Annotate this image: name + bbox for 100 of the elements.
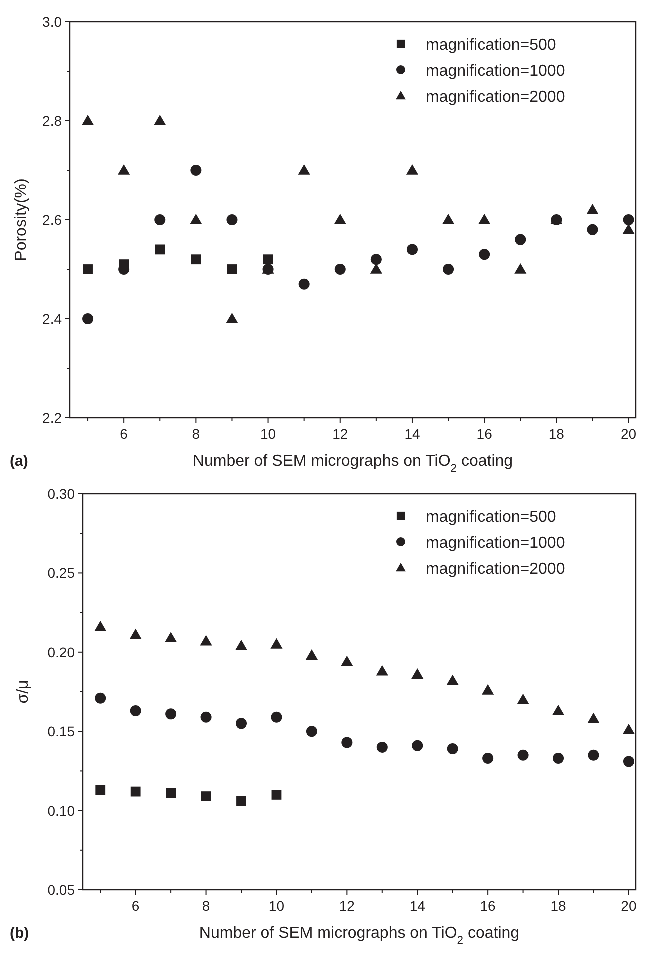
y-tick-label: 0.10 [48,802,76,819]
y-tick-label: 0.05 [48,882,76,898]
point [623,756,634,768]
y-axis-title: Porosity(%) [13,178,30,262]
x-tick-label: 20 [621,426,637,442]
point [586,204,599,214]
x-axis-title: Number of SEM micrographs on TiO$_{2}$ coating [192,453,514,475]
point [130,628,142,640]
point [235,640,248,650]
point [517,694,530,704]
x-axis-title: Number of SEM micrographs on TiO$_{2}$ coating [199,925,520,947]
point [190,214,202,224]
point [515,234,526,246]
y-tick-label: 0.15 [48,724,76,740]
legend-label: magnification=2000 [426,89,566,106]
point [82,314,94,324]
point [412,740,424,752]
point [227,264,238,274]
point [130,786,141,797]
point [341,656,354,666]
point [588,712,600,724]
x-tick-label: 18 [550,898,567,914]
x-tick-label: 10 [268,898,285,914]
point [298,164,310,175]
y-tick-label: 3.0 [42,14,62,30]
point [190,165,202,176]
point [376,742,388,753]
point [155,244,166,255]
x-tick-label: 10 [260,426,276,442]
point [83,264,93,274]
point [552,704,565,716]
text: (a) [10,453,28,470]
legend-label: magnification=500 [426,509,556,526]
point [154,214,166,226]
point [119,260,130,270]
legend-label: magnification=2000 [426,561,566,578]
x-tick-label: 16 [476,426,493,442]
x-tick-label: 8 [202,898,210,914]
point [447,744,458,755]
point [96,785,106,796]
point [95,692,106,704]
point [478,214,491,224]
point [446,674,459,686]
y-tick-label: 2.6 [42,212,62,228]
x-tick-label: 18 [548,426,565,442]
point [406,164,419,175]
y-tick-label: 2.4 [42,311,62,327]
point [236,796,246,806]
point [263,254,274,265]
x-tick-label: 16 [480,898,496,914]
y-tick-label: 2.8 [42,113,62,129]
point [334,214,346,224]
y-tick-label: 0.20 [48,644,76,660]
point [622,224,635,234]
point [166,788,176,798]
point [376,665,388,676]
y-axis-title: σ/μ [15,680,32,704]
point [118,164,130,175]
point [82,114,94,126]
y-tick-label: 2.2 [42,410,62,426]
point [479,249,490,260]
point [272,790,282,800]
text: (b) [10,925,30,942]
point [226,312,238,324]
point [553,753,564,764]
point [518,750,529,761]
point [342,737,353,748]
point [200,635,212,646]
point [443,264,454,275]
x-tick-label: 20 [621,898,637,914]
y-tick-label: 0.30 [48,486,76,502]
point [226,214,238,226]
y-tick-label: 0.25 [48,565,76,582]
point [514,263,527,274]
x-tick-label: 6 [120,426,128,442]
point [271,712,282,723]
point [623,214,634,226]
point [298,278,310,290]
point [270,638,283,649]
point [166,708,177,720]
point [622,724,636,734]
point [482,684,494,695]
x-tick-label: 6 [132,898,140,914]
point [587,224,598,236]
point [201,792,212,802]
x-tick-label: 14 [404,426,420,442]
point [130,706,142,717]
x-tick-label: 12 [339,898,356,914]
point [370,254,382,266]
x-tick-label: 14 [410,898,426,914]
point [588,750,600,761]
legend-label: magnification=1000 [426,535,566,552]
point [165,632,178,643]
x-tick-label: 8 [192,426,200,442]
point [406,244,418,256]
point [306,726,318,738]
point [200,712,212,723]
point [154,114,166,126]
point [412,668,424,679]
point [334,264,346,275]
